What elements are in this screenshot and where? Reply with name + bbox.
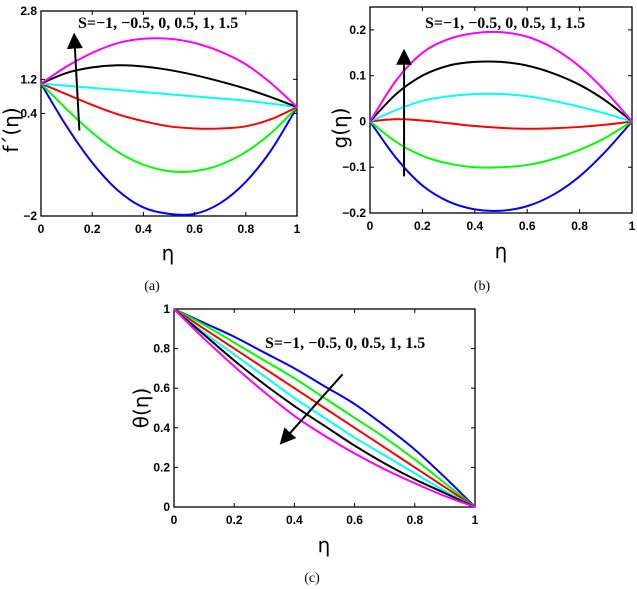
- series-line-6: [173, 308, 476, 508]
- y-axis-label: f´(η): [0, 107, 23, 152]
- x-tick-label: 0.2: [84, 222, 101, 236]
- panel-caption: (b): [474, 279, 491, 294]
- series-line-1: [369, 120, 633, 212]
- x-tick-label: 0.4: [286, 513, 303, 527]
- x-tick-label: 0: [367, 219, 374, 233]
- series-line-6: [40, 37, 298, 108]
- x-tick-label: 0.4: [135, 222, 152, 236]
- y-tick-label: 0.8: [153, 342, 170, 356]
- y-tick-label: 0.2: [153, 460, 170, 474]
- x-tick-label: 0.8: [406, 513, 423, 527]
- panel-caption: (c): [304, 571, 320, 586]
- y-tick-label: 0: [359, 114, 366, 128]
- series-line-3: [173, 308, 476, 508]
- y-tick-label: 0.2: [349, 23, 366, 37]
- panel-a: 0 0.2 0.4 0.6 0.8 1 −2 0.4 1.2 2.8 S=−1, −0.5, 0, …: [0, 4, 301, 294]
- parameter-annotation: S=−1, −0.5, 0, 0.5, 1, 1.5: [78, 15, 238, 32]
- x-tick-label: 0.6: [346, 513, 363, 527]
- parameter-annotation: S=−1, −0.5, 0, 0.5, 1, 1.5: [425, 15, 585, 32]
- x-tick-label: 0.2: [226, 513, 243, 527]
- x-tick-label: 0: [38, 222, 45, 236]
- plot-frame: [40, 10, 298, 217]
- panel-caption: (a): [144, 279, 160, 294]
- x-tick-label: 1: [472, 513, 479, 527]
- y-tick-label: 0.4: [153, 421, 170, 435]
- series-line-2: [40, 82, 298, 173]
- y-axis-label: θ(η): [129, 388, 153, 429]
- parameter-annotation: S=−1, −0.5, 0, 0.5, 1, 1.5: [265, 335, 425, 352]
- series-line-5: [40, 64, 298, 109]
- y-tick-label: 1: [163, 302, 170, 316]
- x-tick-label: 0.6: [519, 219, 536, 233]
- series-line-5: [369, 60, 633, 123]
- series-line-5: [173, 308, 476, 508]
- x-tick-label: 1: [294, 222, 301, 236]
- x-tick-label: 0.4: [466, 219, 483, 233]
- panel-b: 0 0.2 0.4 0.6 0.8 1 −0.2 −0.1 0 0.1 0.2 S=−1, −0.5,…: [328, 6, 636, 294]
- x-tick-label: 0.8: [571, 219, 588, 233]
- series-line-3: [369, 118, 633, 130]
- y-tick-label: 0.4: [20, 107, 37, 121]
- y-axis-label: g(η): [328, 108, 352, 149]
- series-line-3: [40, 82, 298, 130]
- y-tick-label: 0.6: [153, 381, 170, 395]
- y-tick-label: 1.2: [20, 72, 37, 86]
- trend-arrow: [66, 32, 83, 131]
- x-axis-label: η: [318, 533, 331, 557]
- series-line-1: [173, 308, 476, 508]
- series-line-4: [173, 308, 476, 508]
- y-tick-label: 2.8: [20, 4, 37, 18]
- series-line-2: [369, 120, 633, 169]
- x-tick-label: 0.8: [237, 222, 254, 236]
- series-line-2: [173, 308, 476, 508]
- series-line-1: [40, 83, 298, 216]
- trend-arrow: [279, 373, 344, 445]
- x-axis-label: η: [495, 239, 508, 263]
- y-tick-label: −0.1: [342, 160, 366, 174]
- y-tick-label: −0.2: [342, 206, 366, 220]
- x-tick-label: 1: [629, 219, 636, 233]
- y-tick-label: −2: [23, 209, 37, 223]
- y-tick-label: 0.1: [349, 69, 366, 83]
- x-axis-label: η: [162, 241, 175, 265]
- x-tick-label: 0: [171, 513, 178, 527]
- series-line-4: [369, 92, 633, 123]
- y-tick-label: 0: [163, 500, 170, 514]
- series-line-6: [369, 30, 633, 123]
- panel-c: 0 0.2 0.4 0.6 0.8 1 0 0.2 0.4 0.6 0.8 1 S=−1, −0.5, …: [129, 302, 479, 586]
- series-line-4: [40, 82, 298, 109]
- x-tick-label: 0.6: [186, 222, 203, 236]
- x-tick-label: 0.2: [414, 219, 431, 233]
